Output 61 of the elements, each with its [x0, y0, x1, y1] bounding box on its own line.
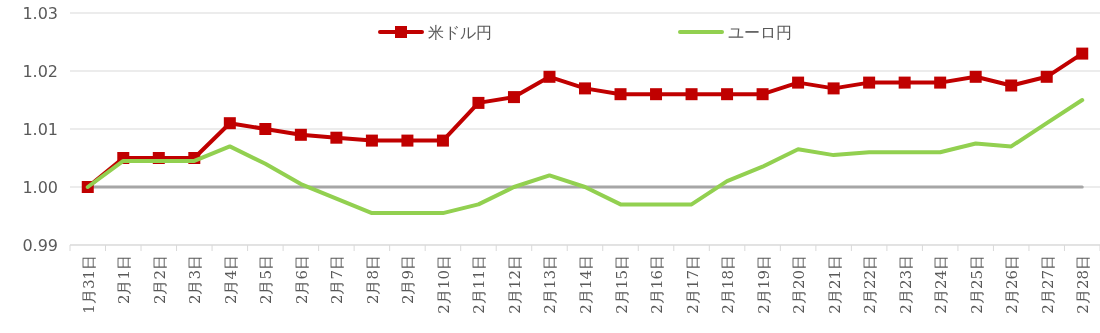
point: [543, 70, 556, 83]
x-tick-label: 2月6日: [292, 255, 311, 305]
point: [827, 82, 840, 95]
x-tick-label: 2月14日: [577, 255, 595, 314]
x-tick-label: 1月31日: [79, 255, 98, 314]
x-tick-label: 2月4日: [221, 255, 240, 305]
point: [898, 76, 911, 89]
x-tick-label: 2月21日: [825, 255, 844, 314]
x-tick-label: 2月10日: [434, 255, 453, 314]
x-tick-label: 2月27日: [1038, 255, 1057, 314]
y-tick-label: 1.01: [22, 120, 58, 139]
y-tick-label: 0.99: [22, 236, 58, 255]
point: [330, 131, 343, 144]
point: [1040, 70, 1053, 83]
x-tick-label: 2月1日: [115, 255, 134, 305]
x-tick-label: 2月3日: [186, 255, 205, 305]
x-tick-label: 2月26日: [1003, 255, 1022, 314]
point: [223, 117, 236, 130]
x-tick-label: 2月12日: [505, 255, 524, 314]
x-tick-label: 2月28日: [1074, 255, 1093, 314]
point: [472, 96, 485, 109]
point: [1076, 47, 1089, 60]
legend-label: 米ドル円: [428, 23, 492, 42]
point: [365, 134, 378, 147]
x-tick-label: 2月19日: [754, 255, 773, 314]
point: [1005, 79, 1018, 92]
point: [685, 88, 698, 101]
point: [792, 76, 805, 89]
point: [650, 88, 663, 101]
y-tick-label: 1.03: [22, 4, 58, 23]
point: [934, 76, 947, 89]
point: [294, 128, 307, 141]
point: [401, 134, 414, 147]
x-tick-label: 2月16日: [648, 255, 667, 314]
x-tick-label: 2月25日: [967, 255, 986, 314]
point: [756, 88, 769, 101]
point: [863, 76, 876, 89]
y-tick-label: 1.02: [22, 62, 58, 81]
x-tick-label: 2月24日: [932, 255, 951, 314]
point: [969, 70, 982, 83]
x-tick-label: 2月9日: [399, 255, 418, 305]
x-tick-label: 2月15日: [612, 255, 631, 314]
x-tick-label: 2月11日: [470, 255, 489, 314]
legend-label: ユーロ円: [728, 23, 792, 42]
x-tick-label: 2月8日: [363, 255, 382, 305]
point: [436, 134, 449, 147]
x-tick-label: 2月2日: [150, 255, 169, 305]
y-tick-label: 1.00: [22, 178, 58, 197]
point: [721, 88, 734, 101]
x-tick-label: 2月22日: [861, 255, 880, 314]
point: [579, 82, 591, 95]
x-tick-label: 2月23日: [896, 255, 915, 314]
x-tick-label: 2月20日: [790, 255, 809, 314]
point: [259, 123, 272, 135]
x-tick-label: 2月7日: [328, 255, 347, 305]
x-tick-label: 2月13日: [541, 255, 560, 314]
point: [614, 88, 627, 101]
x-tick-label: 2月5日: [257, 255, 276, 305]
point: [507, 91, 520, 104]
x-tick-label: 2月18日: [719, 255, 738, 314]
x-tick-label: 2月17日: [683, 255, 702, 314]
